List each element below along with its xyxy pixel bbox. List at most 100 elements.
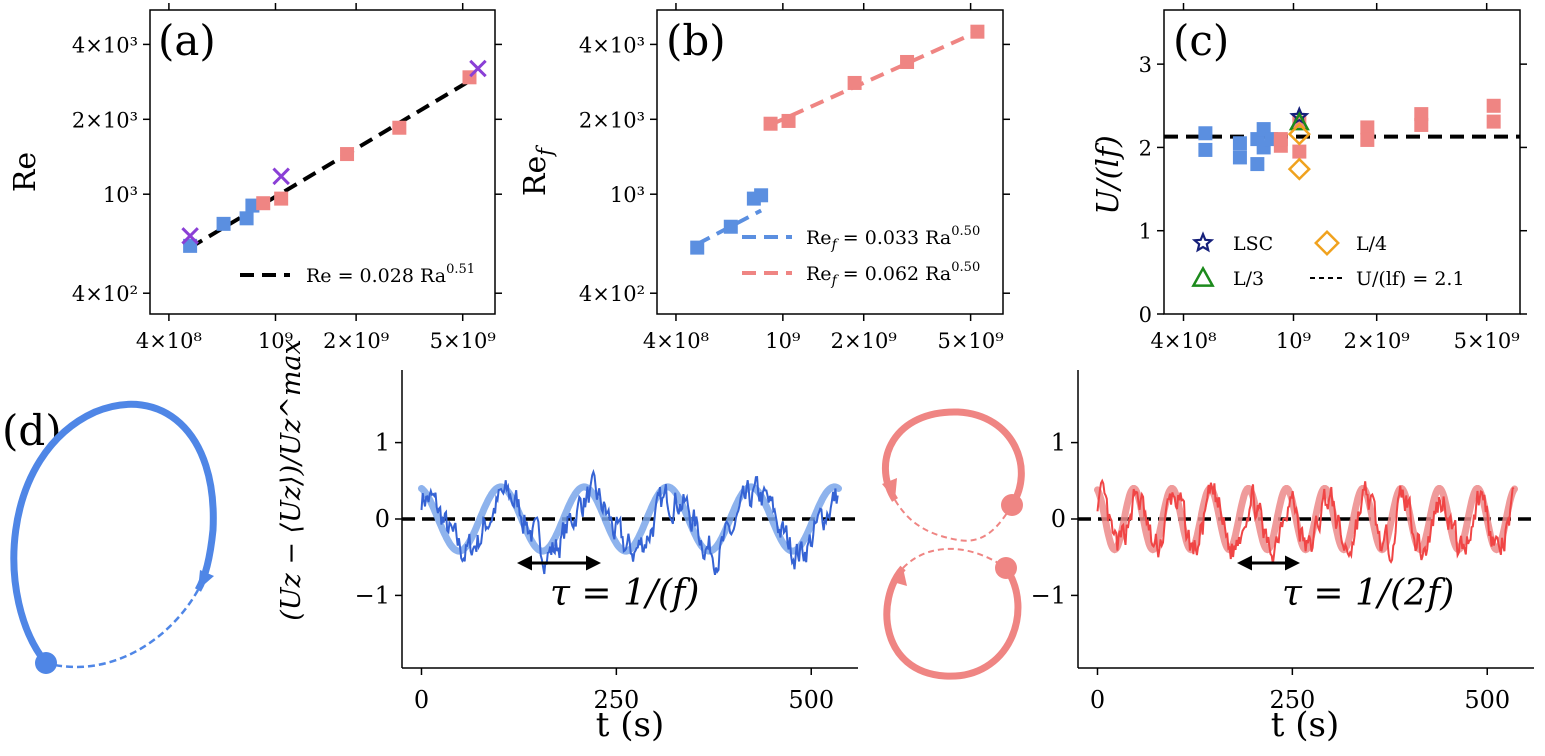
axis-ticks: 0 250 500 −1 0 1 — [1031, 429, 1511, 714]
data-point-square — [763, 116, 778, 131]
legend-label-l3: L/3 — [1233, 268, 1264, 290]
data-point-square — [392, 120, 407, 135]
x-tick-label: 2×10⁹ — [323, 329, 389, 353]
plot-marks — [181, 59, 487, 253]
x-tick-label: 5×10⁹ — [1454, 329, 1520, 353]
x-tick-label: 10⁹ — [1276, 329, 1311, 353]
x-tick-label: 4×10⁸ — [1150, 329, 1216, 353]
roll-loop-solid — [10, 400, 217, 666]
y-axis-label: Ref — [518, 145, 557, 196]
series-L/4 — [1287, 122, 1311, 181]
y-tick-label: 4×10³ — [579, 33, 645, 57]
data-point-square — [690, 240, 705, 255]
legend: LSC L/4 L/3 U/(lf) = 2.1 — [1191, 230, 1465, 290]
cross-stroke — [469, 59, 487, 78]
data-point-cross — [469, 59, 487, 78]
y-tick-label: 3 — [1139, 53, 1152, 77]
roll-loop-dashed — [45, 589, 200, 669]
legend-label-lsc: LSC — [1233, 233, 1273, 255]
panel-d-red-timeseries: 0 250 500 −1 0 1 t (s) τ = 1/(2f) — [1031, 370, 1534, 745]
y-axis-label: Re — [8, 152, 43, 192]
data-point-square — [1232, 150, 1247, 165]
data-point-square — [1198, 126, 1213, 141]
plot-marks — [1078, 478, 1534, 564]
panel-d-blue-timeseries: 0 250 500 −1 0 1 (Uz − ⟨Uz⟩)/Uz^max t (s) τ =… — [276, 339, 858, 745]
panel-c-u-over-lf: 4×10⁸ 10⁹ 2×10⁹ 5×10⁹ 0 1 2 3 (c) U/(lf) LSC L/… — [1091, 3, 1527, 353]
legend-marker-l3 — [1191, 265, 1215, 287]
data-point-triangle — [1191, 265, 1215, 287]
data-point-square — [274, 191, 289, 206]
axis-ticks: 4×10⁸ 10⁹ 2×10⁹ 5×10⁹ 0 1 2 3 — [1139, 3, 1527, 353]
panel-a-re-vs-ra: 4×10⁸ 10⁹ 2×10⁹ 5×10⁹ 4×10² 10³ 2×10³ 4×10³ (a)… — [8, 3, 502, 353]
plot-marks — [690, 24, 985, 255]
plot-frame — [656, 9, 1004, 315]
legend-label-fit: Re = 0.028 Ra0.51 — [306, 262, 475, 287]
x-tick-label: 2×10⁹ — [1344, 329, 1410, 353]
legend-marker-l4 — [1314, 230, 1340, 256]
data-point-square — [1250, 157, 1265, 172]
x-tick-label: 500 — [1464, 686, 1510, 714]
series-pink — [763, 24, 985, 131]
panel-b-ref-vs-ra: 4×10⁸ 10⁹ 2×10⁹ 5×10⁹ 4×10² 10³ 2×10³ 4×10³ (b)… — [518, 3, 1010, 353]
series-pink — [256, 70, 477, 211]
y-tick-label: 1 — [1051, 429, 1066, 457]
data-point-square — [1360, 120, 1375, 135]
data-point-square — [1232, 136, 1247, 151]
y-tick-label: 10³ — [103, 183, 138, 207]
period-annotation: τ = 1/(f) — [550, 573, 699, 614]
x-tick-label: 5×10⁹ — [938, 329, 1004, 353]
series-blue — [1198, 122, 1279, 172]
x-tick-label: 10⁹ — [258, 329, 293, 353]
data-point-star — [1191, 231, 1215, 253]
x-tick-label: 4×10⁸ — [643, 329, 709, 353]
x-tick-label: 500 — [788, 686, 834, 714]
legend: Re = 0.028 Ra0.51 — [240, 262, 475, 287]
plot-marks — [402, 468, 858, 575]
measured-signal — [1096, 478, 1515, 564]
x-tick-label: 250 — [1269, 686, 1315, 714]
data-point-square — [1486, 98, 1501, 113]
legend-label-l4: L/4 — [1356, 233, 1387, 255]
y-tick-label: −1 — [355, 581, 390, 609]
axis-ticks: 0 250 500 −1 0 1 — [355, 429, 835, 714]
x-tick-label: 250 — [593, 686, 639, 714]
data-point-square — [1292, 144, 1307, 159]
panel-label-b: (b) — [666, 16, 726, 65]
data-point-square — [239, 211, 254, 226]
y-tick-label: 4×10³ — [72, 33, 138, 57]
data-point-square — [900, 54, 915, 69]
data-point-square — [847, 75, 862, 90]
data-point-square — [1414, 107, 1429, 122]
data-point-square — [754, 188, 769, 203]
y-label-numerator: (Uz − ⟨Uz⟩)/Uz^max — [276, 339, 307, 621]
data-point-square — [245, 198, 260, 213]
y-tick-label: 2×10³ — [72, 108, 138, 132]
x-tick-label: 2×10⁹ — [831, 329, 897, 353]
data-point-diamond — [1287, 157, 1311, 181]
y-tick-label: 10³ — [610, 183, 645, 207]
data-point-square — [723, 219, 738, 234]
plot-frame — [1163, 9, 1521, 315]
axis-ticks: 4×10⁸ 10⁹ 2×10⁹ 5×10⁹ 4×10² 10³ 2×10³ 4×10³ — [72, 3, 502, 353]
upper-arrow-icon — [882, 478, 897, 500]
data-point-diamond — [1314, 230, 1340, 256]
x-tick-label: 10⁹ — [765, 329, 800, 353]
data-point-star — [1289, 106, 1310, 126]
cross-stroke — [181, 227, 199, 245]
data-point-square — [1486, 114, 1501, 129]
data-point-triangle — [1288, 111, 1310, 131]
upper-loop-dashed — [894, 499, 1013, 542]
cross-stroke — [272, 167, 290, 186]
single-roll-schematic — [10, 400, 217, 674]
data-point-square — [1273, 132, 1288, 147]
lower-loop-solid — [883, 565, 1022, 680]
y-tick-label: 4×10² — [72, 282, 138, 306]
period-annotation: τ = 1/(2f) — [1282, 573, 1454, 614]
data-point-square — [1198, 142, 1213, 157]
series-L/3 — [1288, 111, 1310, 131]
series-blue — [183, 198, 260, 253]
roll-arrow-icon — [198, 570, 214, 590]
y-tick-label: 2×10³ — [579, 108, 645, 132]
x-tick-label: 0 — [414, 686, 429, 714]
